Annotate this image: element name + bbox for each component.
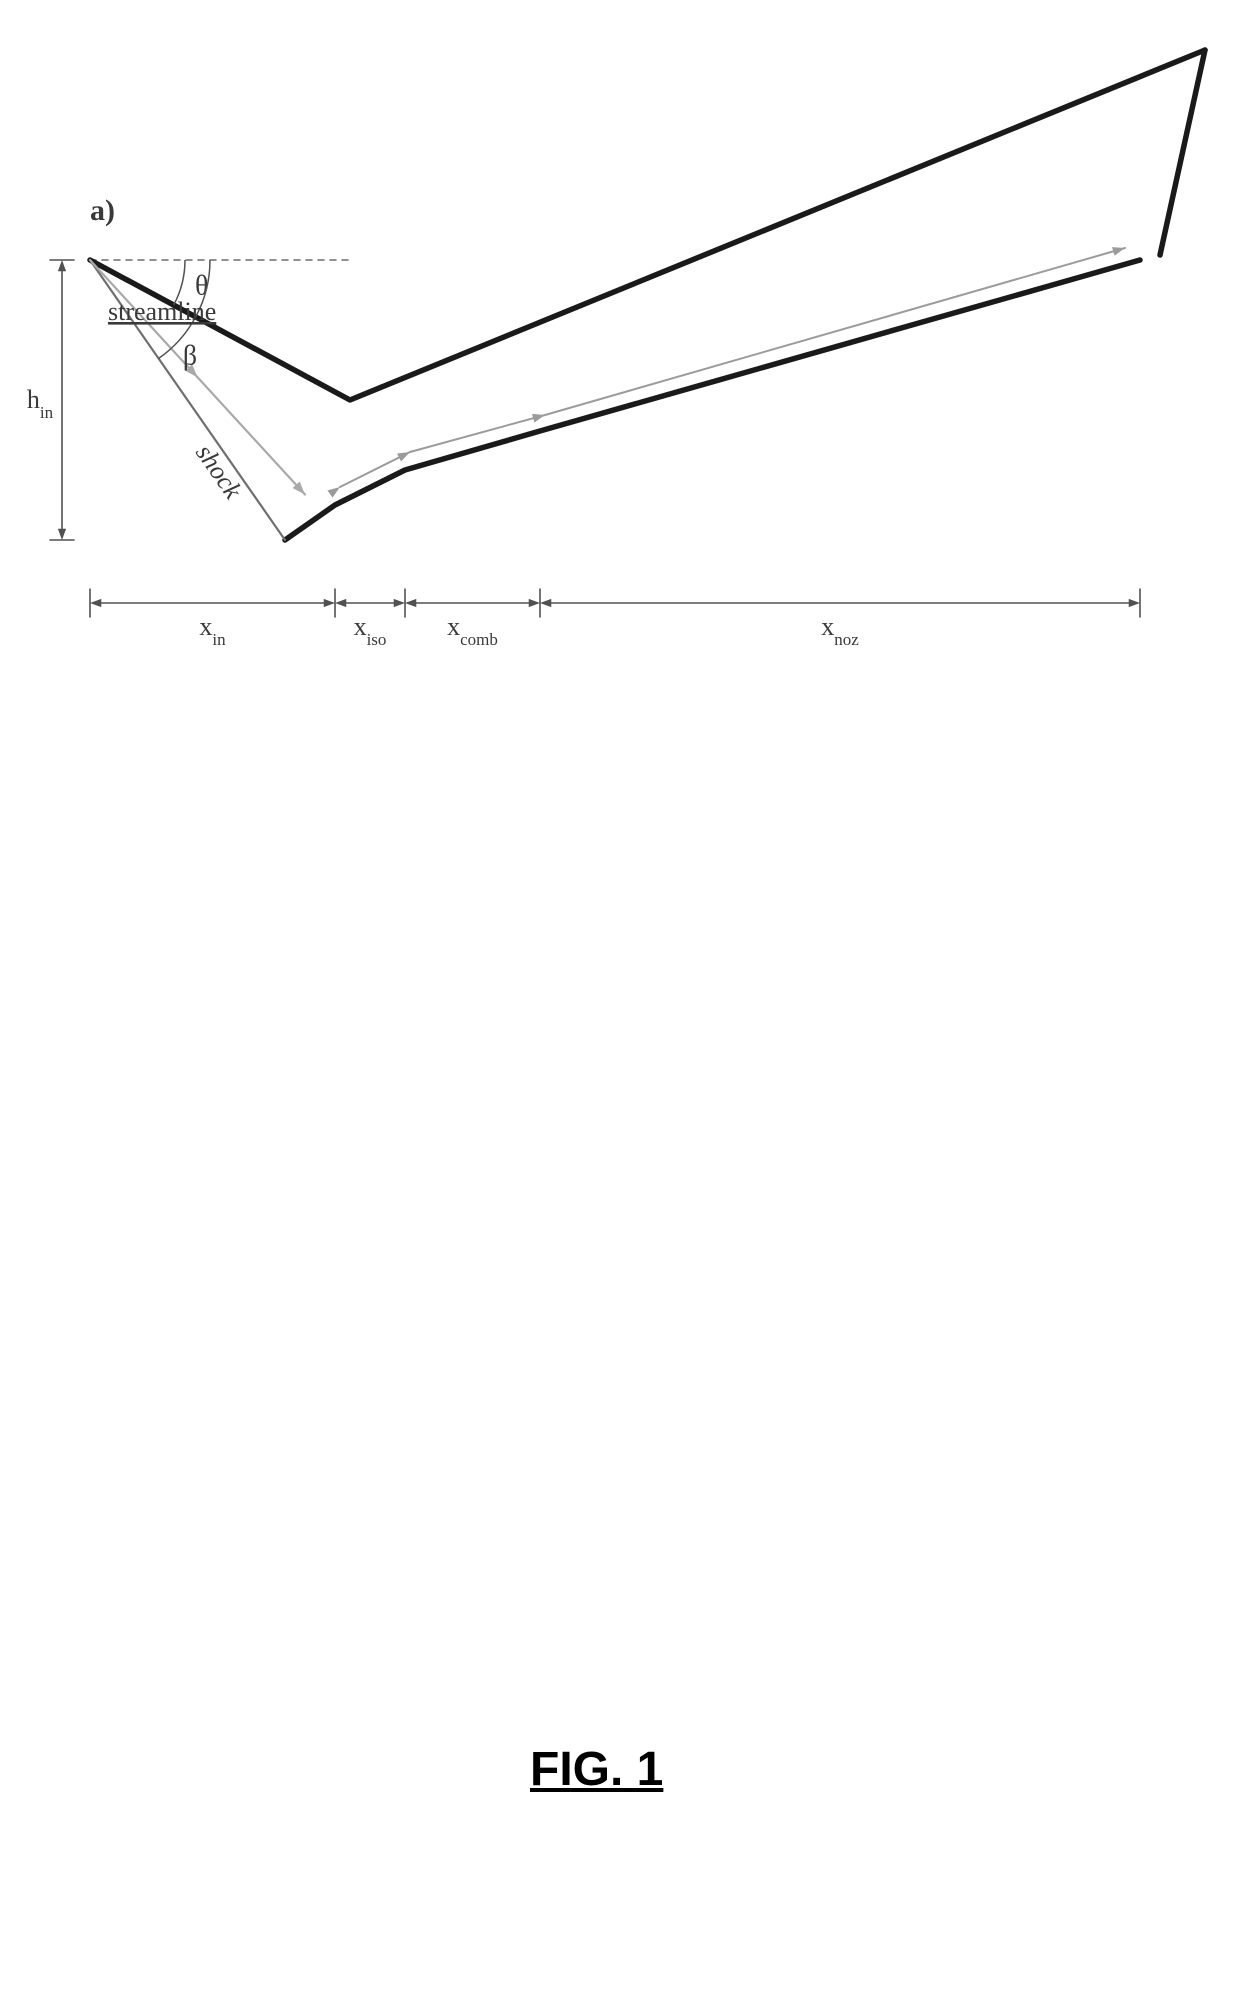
svg-text:streamline: streamline bbox=[108, 297, 216, 326]
svg-text:hin: hin bbox=[27, 385, 54, 422]
svg-text:xcomb: xcomb bbox=[447, 612, 498, 649]
figure-stage: θβstreamlineshockhinxinxisoxcombxnoza) F… bbox=[0, 0, 1240, 2011]
svg-text:xnoz: xnoz bbox=[821, 612, 859, 649]
svg-text:a): a) bbox=[90, 194, 115, 227]
svg-text:shock: shock bbox=[190, 439, 248, 505]
svg-text:β: β bbox=[183, 341, 197, 372]
svg-text:xiso: xiso bbox=[354, 612, 387, 649]
diagram-svg: θβstreamlineshockhinxinxisoxcombxnoza) bbox=[0, 0, 1240, 2011]
svg-text:xin: xin bbox=[199, 612, 226, 649]
figure-caption: FIG. 1 bbox=[530, 1742, 663, 1797]
